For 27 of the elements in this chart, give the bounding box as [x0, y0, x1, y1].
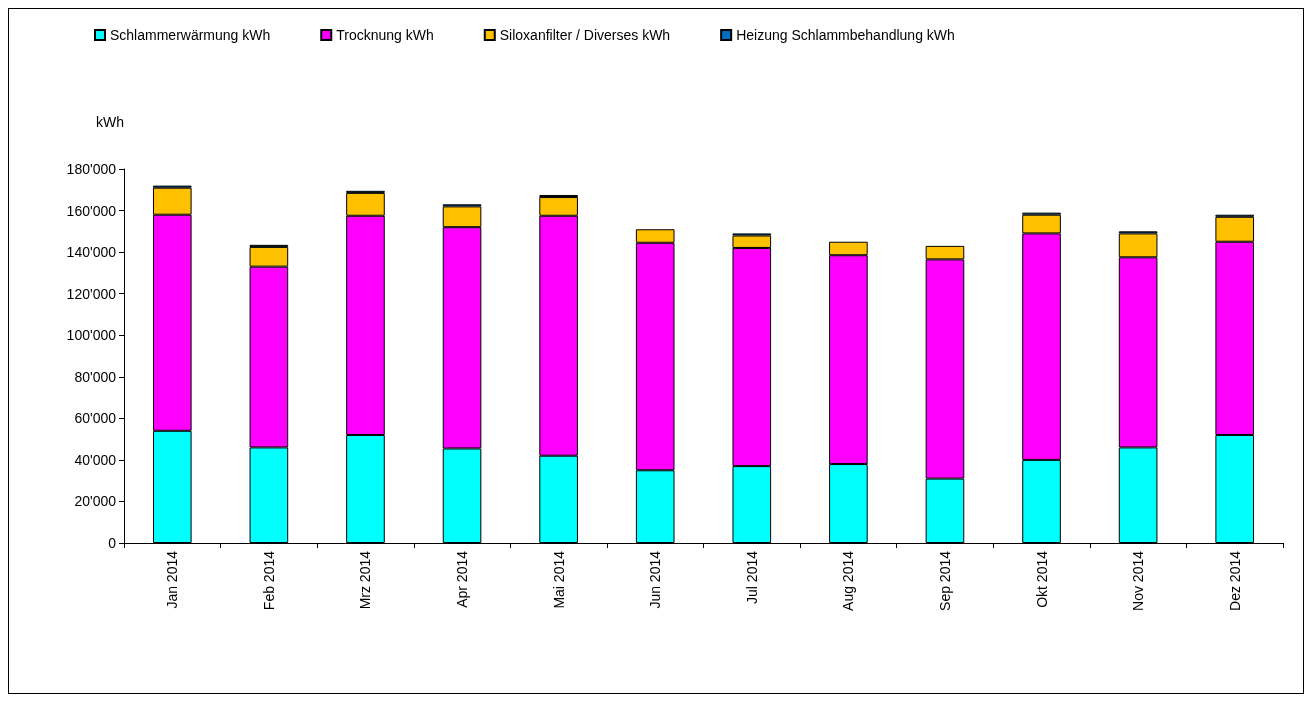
y-tick-label: 160'000: [66, 202, 117, 219]
x-tick-label: Feb 2014: [260, 550, 277, 611]
x-tick-label: Jun 2014: [647, 550, 664, 609]
y-tick-label: 140'000: [66, 244, 117, 261]
x-tick-label: Mrz 2014: [357, 550, 374, 610]
legend-label: Heizung Schlammbehandlung kWh: [736, 27, 955, 43]
x-tick-label: Jul 2014: [743, 550, 760, 604]
x-tick-label: Jan 2014: [164, 550, 181, 609]
legend-label: Siloxanfilter / Diverses kWh: [499, 27, 671, 43]
y-tick-label: 0: [108, 535, 117, 551]
legend-label: Schlammerwärmung kWh: [110, 27, 271, 43]
y-tick-label: 40'000: [74, 451, 117, 468]
x-tick-label: Mai 2014: [550, 550, 567, 609]
x-tick-label: Aug 2014: [840, 550, 857, 611]
x-tick-label: Dez 2014: [1226, 550, 1243, 611]
x-tick-label: Nov 2014: [1130, 550, 1147, 611]
y-tick-label: 180'000: [66, 161, 117, 177]
y-tick-label: 120'000: [66, 285, 117, 302]
y-tick-label: 20'000: [74, 493, 117, 510]
x-tick-label: Apr 2014: [454, 550, 471, 608]
y-tick-label: 60'000: [74, 410, 117, 427]
x-tick-label: Sep 2014: [936, 550, 953, 611]
y-axis-title: kWh: [96, 114, 124, 130]
y-tick-label: 80'000: [74, 368, 117, 385]
x-tick-label: Okt 2014: [1033, 550, 1050, 608]
y-tick-label: 100'000: [66, 327, 117, 344]
legend-label: Trocknung kWh: [336, 27, 434, 43]
